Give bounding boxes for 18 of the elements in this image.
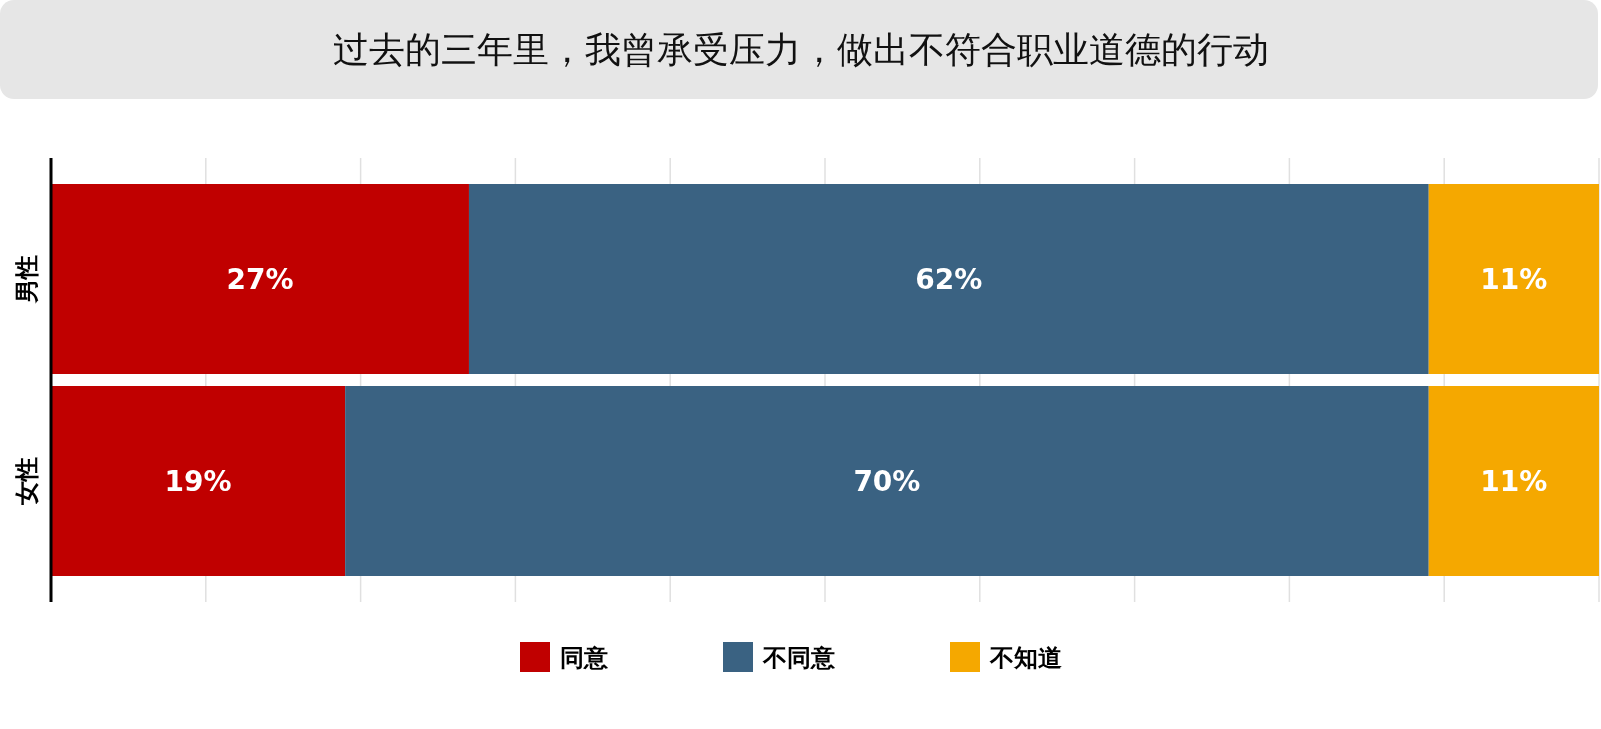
bar (1428, 184, 1599, 374)
bar (345, 386, 1429, 576)
y-tick-label: 男性 (13, 255, 41, 304)
bar (51, 184, 469, 374)
data-label: 11% (1480, 263, 1548, 296)
data-label: 11% (1480, 465, 1548, 498)
legend-label: 同意 (560, 644, 609, 672)
legend-label: 不同意 (762, 644, 836, 672)
chart-title: 过去的三年里，我曾承受压力，做出不符合职业道德的行动 (332, 29, 1269, 70)
y-tick-label: 女性 (13, 457, 41, 506)
data-label: 27% (226, 263, 294, 296)
legend-label: 不知道 (989, 644, 1062, 672)
data-label: 70% (853, 465, 921, 498)
bar (1428, 386, 1599, 576)
data-label: 62% (915, 263, 983, 296)
data-label: 19% (164, 465, 232, 498)
bar (51, 386, 346, 576)
bar (468, 184, 1429, 374)
